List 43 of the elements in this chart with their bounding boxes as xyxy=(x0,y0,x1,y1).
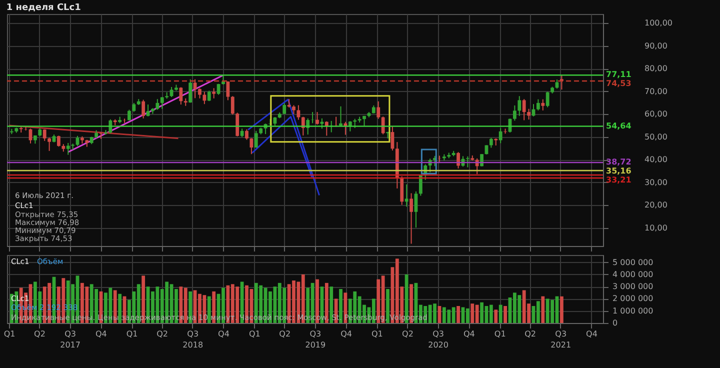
x-tick-label: Q3 2021 xyxy=(550,330,572,350)
ref-line-label: 38,72 xyxy=(606,157,632,166)
y-tick-label: 50,00 xyxy=(644,132,668,142)
x-tick-label: Q2 xyxy=(524,330,536,338)
y-tick-label: 70,00 xyxy=(644,86,668,96)
x-tick-label: Q2 xyxy=(279,330,291,338)
x-tick-label: Q4 xyxy=(218,330,230,338)
x-tick-label: Q3 2019 xyxy=(305,330,326,350)
ref-line-label: 54,64 xyxy=(606,121,632,130)
ref-line-label: 77,11 xyxy=(606,70,632,80)
y-tick-label: 30,00 xyxy=(644,178,668,187)
x-tick-label: Q3 2017 xyxy=(60,330,80,350)
x-tick-label: Q4 xyxy=(95,330,107,338)
x-tick-label: Q2 xyxy=(402,330,414,338)
x-tick-label: Q1 xyxy=(248,330,260,338)
x-tick-label: Q1 xyxy=(371,330,383,338)
x-tick-label: Q3 2018 xyxy=(182,330,204,350)
x-tick-label: Q1 xyxy=(126,330,138,338)
ref-line-label: 35,16 xyxy=(606,166,632,176)
x-tick-label: Q4 xyxy=(340,330,352,338)
x-tick-label: Q4 xyxy=(586,330,598,338)
y-tick-label: 40,00 xyxy=(644,155,668,164)
y-tick-label: 3 000 000 xyxy=(612,282,654,292)
x-tick-label: Q2 xyxy=(156,330,168,338)
y-tick-label: 60,00 xyxy=(644,110,668,119)
y-tick-label: 80,00 xyxy=(644,64,668,74)
x-tick-label: Q4 xyxy=(463,330,475,338)
x-tick-label: Q2 xyxy=(34,330,46,338)
y-tick-label: 5 000 000 xyxy=(612,258,654,267)
y-tick-label: 0 xyxy=(612,318,618,328)
y-tick-label: 100,00 xyxy=(644,18,672,28)
x-tick-label: Q1 xyxy=(4,330,16,338)
y-tick-label: 4 000 000 xyxy=(612,270,654,279)
chart-title: 1 неделя CLc1 xyxy=(6,3,81,13)
ref-line-label: 74,53 xyxy=(606,79,632,88)
y-tick-label: 10,00 xyxy=(644,223,668,232)
y-tick-label: 90,00 xyxy=(644,41,668,50)
y-tick-label: 1 000 000 xyxy=(612,306,654,316)
x-tick-label: Q3 2020 xyxy=(428,330,448,350)
y-tick-label: 2 000 000 xyxy=(612,294,654,304)
y-tick-label: 20,00 xyxy=(644,200,668,210)
ref-line-label: 33,21 xyxy=(606,175,632,184)
x-tick-label: Q1 xyxy=(494,330,506,338)
